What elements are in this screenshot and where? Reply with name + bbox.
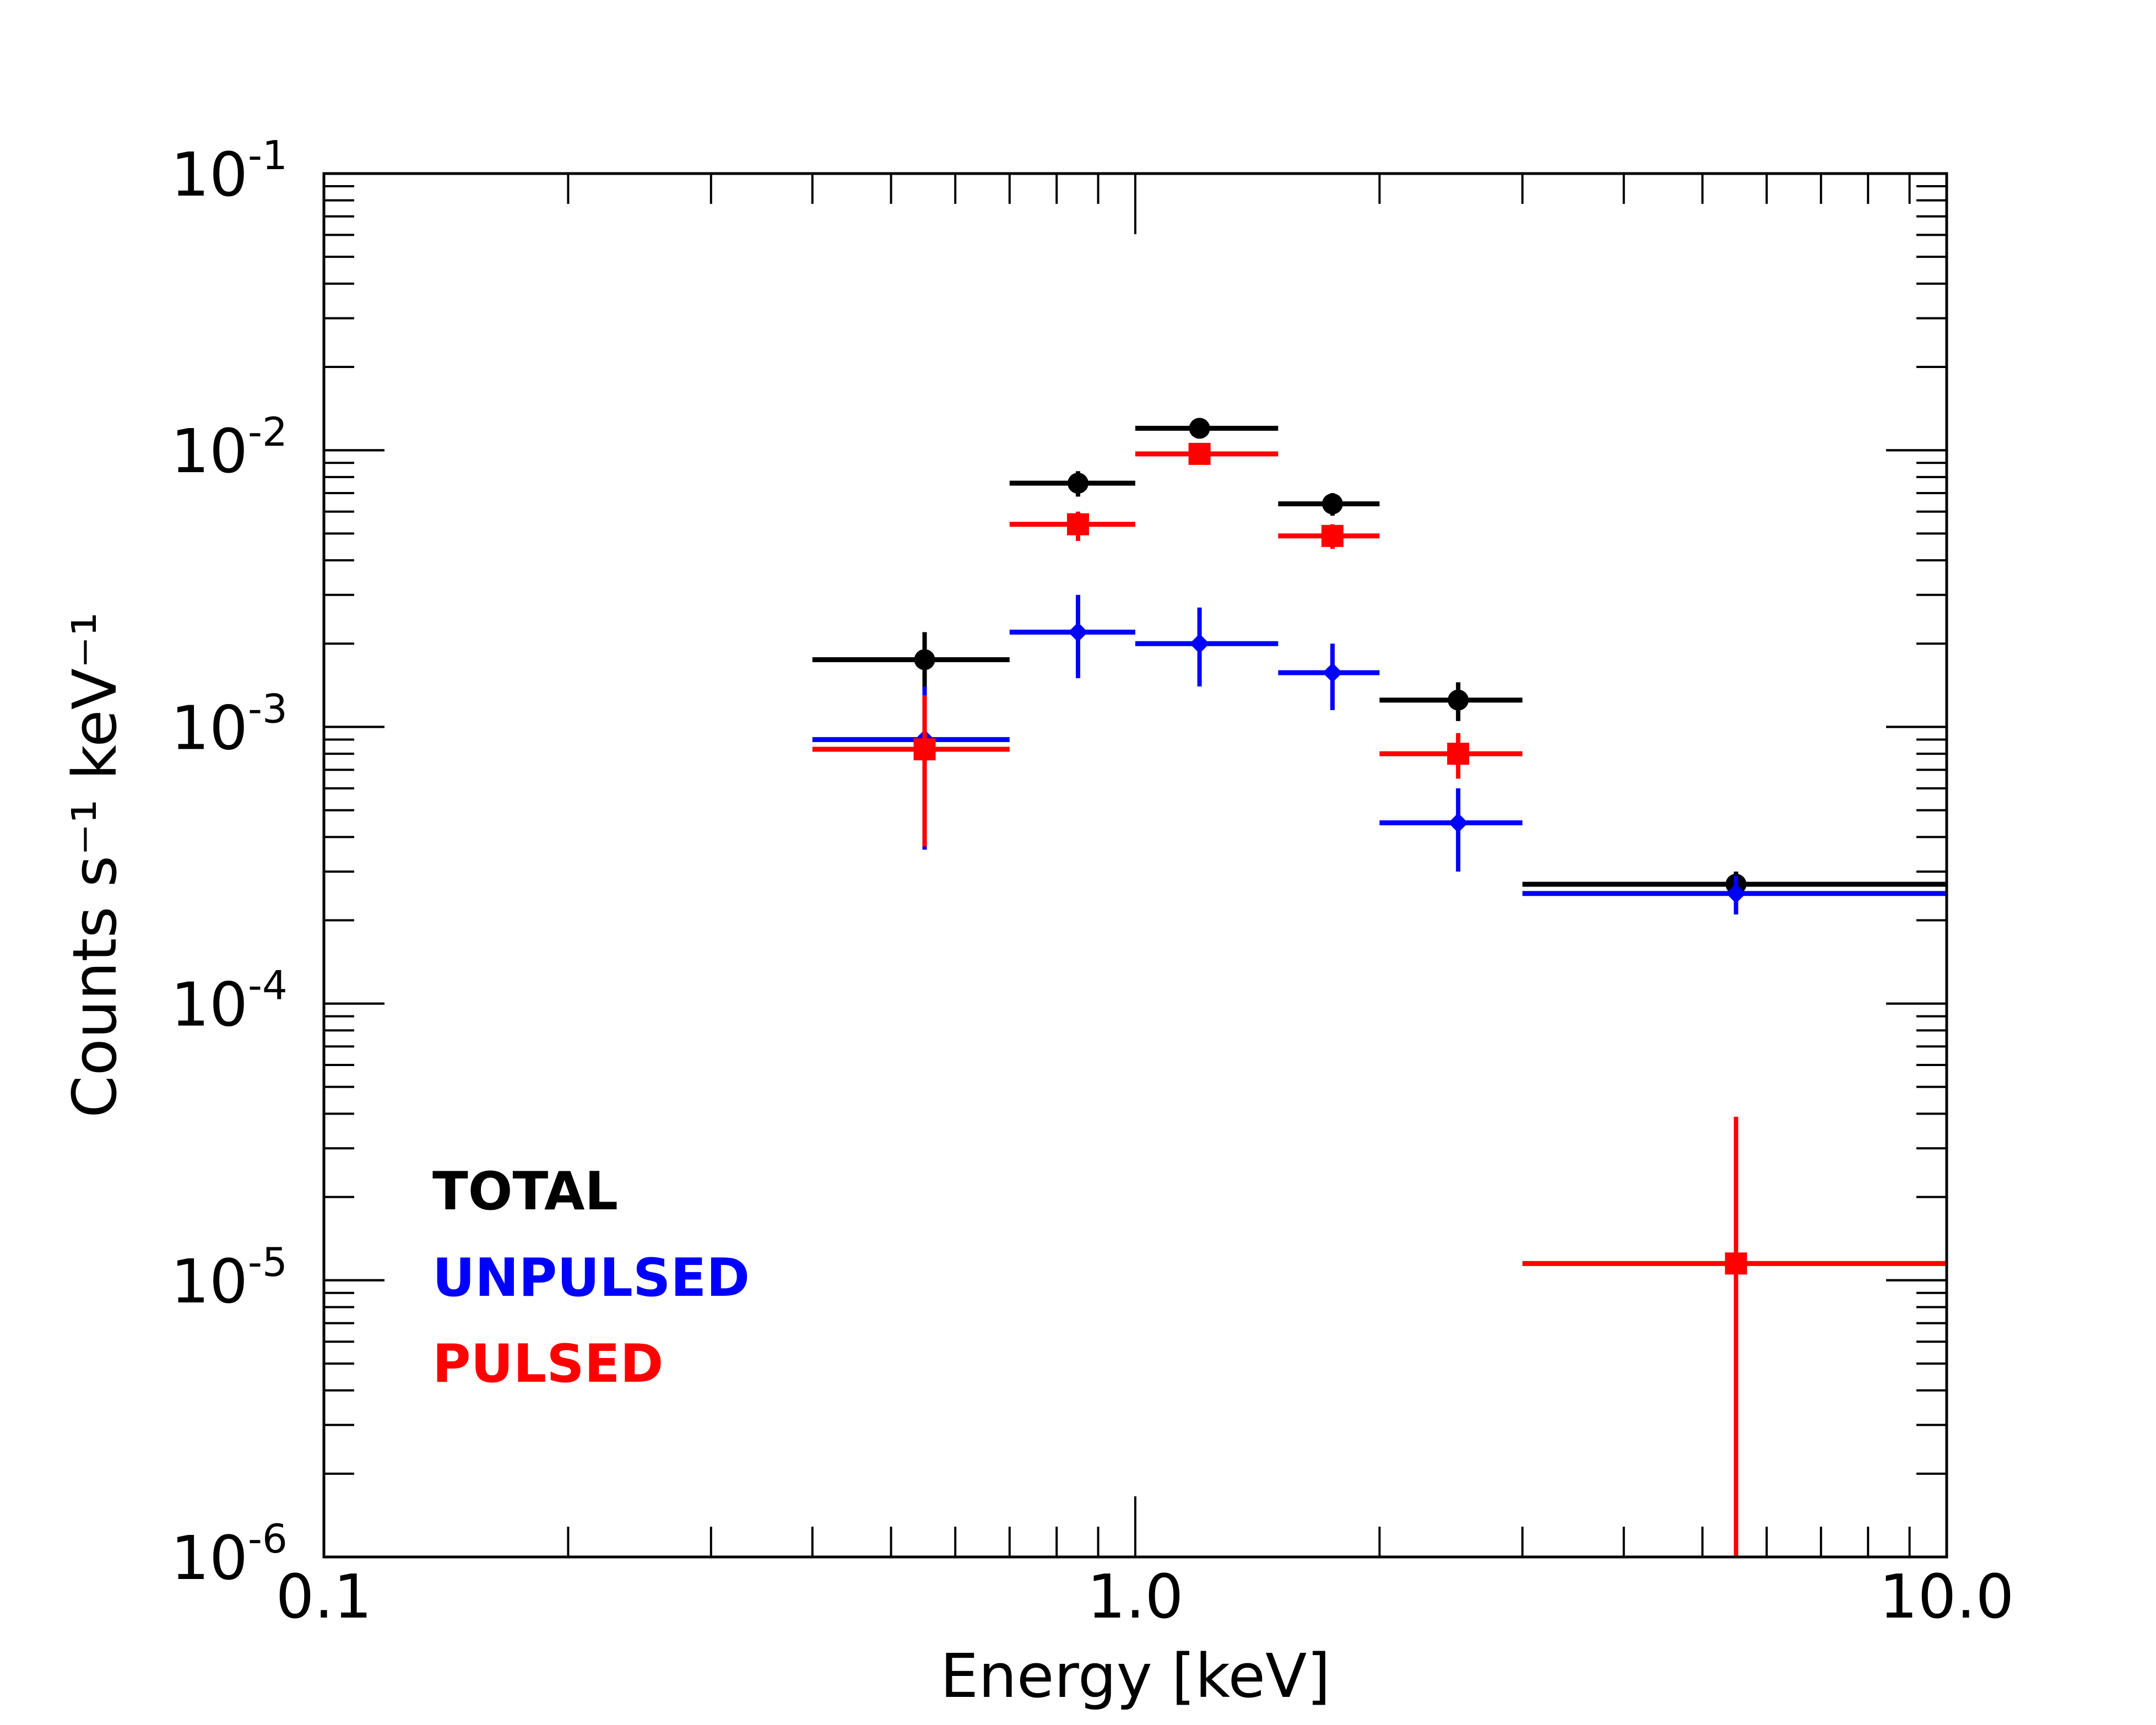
data-point	[1188, 442, 1211, 465]
x-axis-title: Energy [keV]	[940, 1641, 1331, 1711]
data-point	[1447, 743, 1470, 765]
data-point	[914, 649, 935, 670]
y-tick-label: 10-1	[171, 132, 288, 210]
data-point	[913, 738, 936, 761]
data-point	[1189, 418, 1210, 439]
legend-pulsed: PULSED	[432, 1334, 663, 1394]
plot-frame	[322, 172, 1948, 1559]
series-unpulsed	[812, 594, 1947, 915]
data-point	[1321, 493, 1343, 515]
y-tick-label: 10-2	[171, 409, 288, 486]
data-point	[1448, 813, 1469, 833]
x-tick-label: 1.0	[1087, 1561, 1184, 1632]
y-tick-label: 10-4	[171, 962, 288, 1040]
series-pulsed	[812, 442, 1947, 1557]
data-point	[1321, 524, 1344, 547]
x-tick-label: 10.0	[1879, 1561, 2014, 1632]
data-point	[1726, 883, 1746, 904]
y-axis-title: Counts s⁻¹ keV⁻¹	[59, 612, 130, 1118]
y-tick-label: 10-5	[171, 1239, 288, 1317]
legend-unpulsed: UNPULSED	[432, 1248, 750, 1308]
y-tick-label: 10-3	[171, 685, 288, 763]
data-point	[1322, 663, 1342, 683]
data-point	[1067, 513, 1090, 536]
legend: TOTAL UNPULSED PULSED	[432, 1161, 750, 1394]
x-tick-label: 0.1	[276, 1561, 372, 1632]
y-tick-label: 10-6	[171, 1516, 288, 1593]
tick-labels: 0.1 1.0 10.0 10-6 10-5 10-4 10-3 10-2 10-1	[171, 132, 2014, 1632]
data-point	[1189, 634, 1210, 654]
data-point	[1068, 473, 1089, 494]
data-point	[1068, 622, 1088, 642]
legend-total: TOTAL	[432, 1161, 618, 1222]
data-point	[1448, 689, 1469, 711]
data-series	[812, 418, 1947, 1557]
series-total	[812, 418, 1947, 899]
data-point	[1725, 1252, 1747, 1275]
